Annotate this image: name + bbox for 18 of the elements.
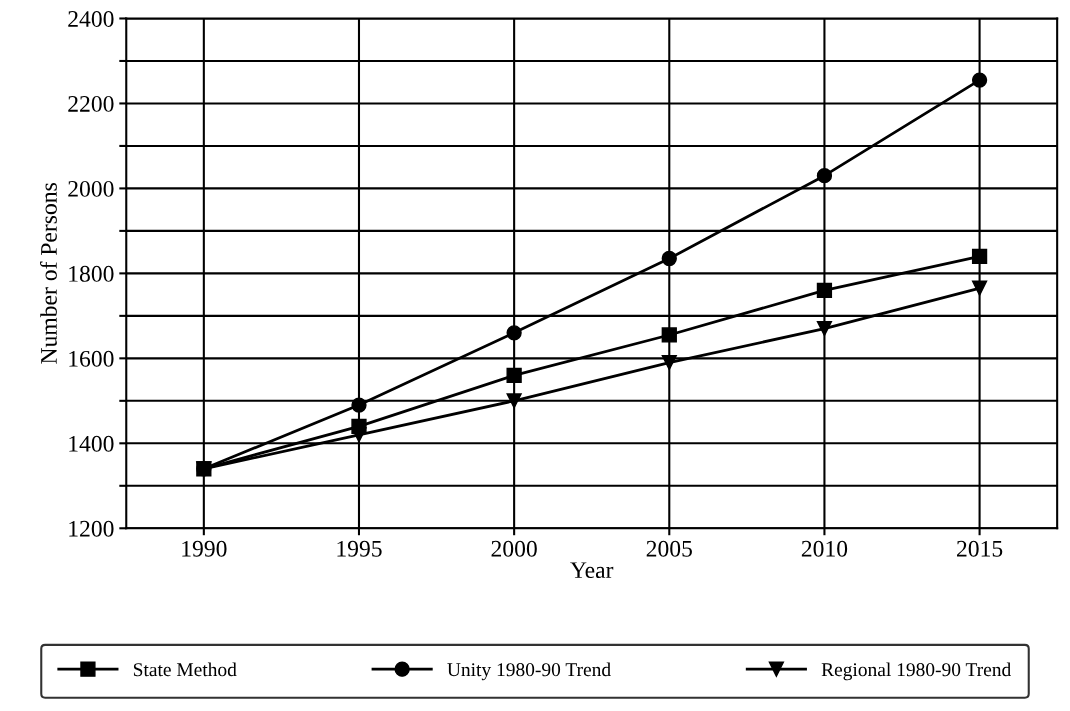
- x-tick-label: 2015: [957, 540, 1003, 557]
- y-tick-label: 1200: [69, 520, 114, 537]
- legend-label: Unity 1980-90 Trend: [447, 662, 611, 681]
- y-axis-title: Number of Persons: [40, 183, 57, 364]
- x-tick-label: 1995: [337, 540, 382, 557]
- x-tick-label: 2010: [801, 540, 848, 557]
- y-tick-label: 1400: [69, 435, 114, 452]
- y-tick-label: 1600: [69, 350, 114, 367]
- x-axis-title: Year: [570, 562, 614, 579]
- x-tick-label: 1990: [182, 540, 227, 557]
- y-tick-label: 2400: [68, 10, 114, 27]
- x-tick-label: 2000: [491, 540, 537, 557]
- y-tick-label: 1800: [69, 265, 114, 282]
- legend-label: Regional 1980-90 Trend: [821, 662, 1012, 681]
- legend-label: State Method: [133, 662, 237, 677]
- y-tick-label: 2200: [68, 95, 114, 112]
- x-tick-label: 2005: [646, 540, 692, 557]
- y-tick-label: 2000: [68, 180, 114, 197]
